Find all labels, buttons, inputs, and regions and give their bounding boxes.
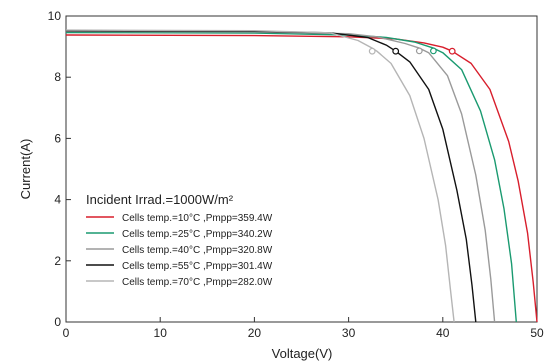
x-tick-label: 10 [154, 326, 168, 340]
legend-entry-5: Cells temp.=70°C ,Pmpp=282.0W [122, 277, 273, 288]
x-axis-ticks: 0 10 20 30 40 50 [63, 317, 544, 340]
legend-entry-4: Cells temp.=55°C ,Pmpp=301.4W [122, 261, 273, 272]
y-tick-label: 10 [48, 9, 62, 23]
series-line-3 [65, 30, 496, 323]
y-axis-label: Current(A) [18, 139, 33, 200]
y-tick-label: 2 [54, 254, 61, 268]
legend-title: Incident Irrad.=1000W/m² [86, 192, 234, 207]
y-tick-label: 8 [54, 70, 61, 84]
mpp-marker-3 [415, 47, 423, 55]
y-tick-label: 0 [54, 315, 61, 329]
legend-entry-1: Cells temp.=10°C ,Pmpp=359.4W [122, 213, 273, 224]
legend-entry-2: Cells temp.=25°C ,Pmpp=340.2W [122, 229, 273, 240]
mpp-markers-layer [368, 47, 456, 55]
curves-layer [65, 29, 538, 323]
y-tick-label: 6 [54, 131, 61, 145]
x-tick-label: 20 [248, 326, 262, 340]
x-tick-label: 30 [342, 326, 356, 340]
plot-frame [65, 15, 538, 323]
mpp-marker-1 [448, 47, 456, 55]
legend-entry-3: Cells temp.=40°C ,Pmpp=320.8W [122, 245, 273, 256]
mpp-marker-5 [368, 47, 376, 55]
x-tick-label: 50 [530, 326, 544, 340]
mpp-marker-4 [392, 47, 400, 55]
x-tick-label: 0 [63, 326, 70, 340]
series-line-1 [65, 34, 538, 323]
x-tick-label: 40 [436, 326, 450, 340]
series-line-5 [65, 29, 455, 323]
legend-items: Cells temp.=10°C ,Pmpp=359.4W Cells temp.… [86, 213, 273, 288]
mpp-marker-2 [430, 47, 437, 55]
y-axis-ticks: 0 2 4 6 8 10 [48, 9, 71, 329]
x-axis-label: Voltage(V) [272, 346, 333, 361]
legend: Incident Irrad.=1000W/m² Cells temp.=10°… [86, 192, 273, 288]
y-tick-label: 4 [54, 193, 61, 207]
